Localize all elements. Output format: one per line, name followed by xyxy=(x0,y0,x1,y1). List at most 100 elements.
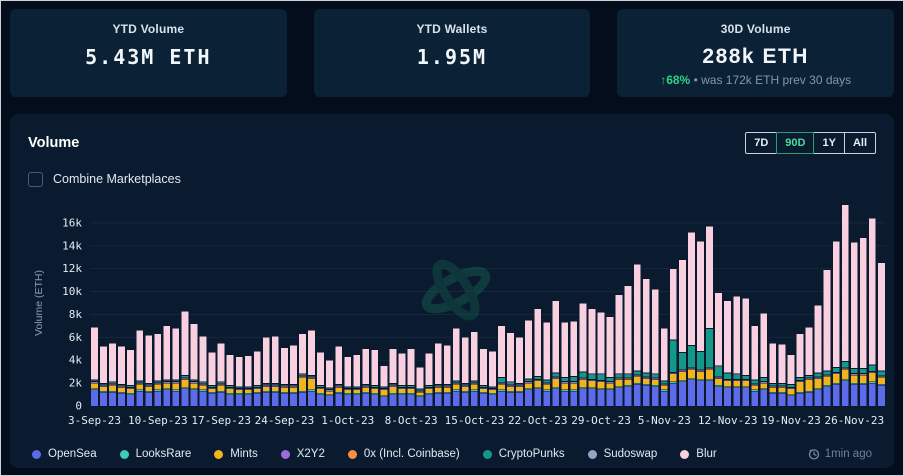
bar[interactable] xyxy=(841,204,850,407)
combine-marketplaces-checkbox[interactable] xyxy=(28,171,43,187)
bar[interactable] xyxy=(199,335,207,407)
range-button-all[interactable]: All xyxy=(843,132,876,154)
bar[interactable] xyxy=(135,330,144,407)
bar[interactable] xyxy=(244,355,253,407)
bar[interactable] xyxy=(171,327,180,407)
bar[interactable] xyxy=(759,313,768,407)
bar[interactable] xyxy=(642,278,651,407)
bar[interactable] xyxy=(144,334,153,407)
bar[interactable] xyxy=(877,262,886,407)
legend-item-x2y2[interactable]: X2Y2 xyxy=(280,448,325,460)
bar[interactable] xyxy=(750,325,759,407)
bar[interactable] xyxy=(714,292,723,407)
bar[interactable] xyxy=(660,327,669,407)
bar[interactable] xyxy=(181,310,189,407)
bar[interactable] xyxy=(253,350,262,407)
bar[interactable] xyxy=(162,325,171,407)
bar[interactable] xyxy=(497,325,506,407)
bar[interactable] xyxy=(768,342,777,407)
bar[interactable] xyxy=(579,302,587,407)
bar[interactable] xyxy=(416,366,424,407)
bar[interactable] xyxy=(461,337,470,407)
bar[interactable] xyxy=(380,365,388,407)
bar[interactable] xyxy=(108,342,117,407)
bar[interactable] xyxy=(732,295,741,407)
bar[interactable] xyxy=(479,348,488,407)
bar[interactable] xyxy=(126,349,135,407)
bar[interactable] xyxy=(787,354,795,407)
bar[interactable] xyxy=(370,349,379,407)
bar[interactable] xyxy=(488,350,497,407)
bar[interactable] xyxy=(524,319,533,407)
bar[interactable] xyxy=(153,333,162,407)
bar[interactable] xyxy=(696,240,705,407)
bar[interactable] xyxy=(624,285,632,407)
bar[interactable] xyxy=(343,356,352,407)
bar[interactable] xyxy=(597,311,605,407)
legend-item-cryptopunks[interactable]: CryptoPunks xyxy=(482,448,565,460)
bar[interactable] xyxy=(298,333,307,407)
bar[interactable] xyxy=(859,237,868,407)
legend-item-opensea[interactable]: OpenSea xyxy=(32,448,97,460)
bar[interactable] xyxy=(325,359,334,407)
legend-item-0x-incl-coinbase[interactable]: 0x (Incl. Coinbase) xyxy=(347,448,460,460)
range-button-1y[interactable]: 1Y xyxy=(813,132,845,154)
bar[interactable] xyxy=(569,321,578,407)
bar[interactable] xyxy=(506,332,515,407)
bar[interactable] xyxy=(723,300,732,407)
bar[interactable] xyxy=(425,353,433,407)
bar[interactable] xyxy=(316,351,325,407)
bar[interactable] xyxy=(615,294,623,407)
bar[interactable] xyxy=(407,348,415,407)
bar[interactable] xyxy=(90,326,99,407)
bar[interactable] xyxy=(796,333,804,407)
bar[interactable] xyxy=(235,356,244,407)
bar[interactable] xyxy=(588,308,596,407)
bar[interactable] xyxy=(823,269,831,407)
bar[interactable] xyxy=(533,308,542,407)
bar[interactable] xyxy=(334,346,343,407)
bar[interactable] xyxy=(217,342,225,407)
legend-item-sudoswap[interactable]: Sudoswap xyxy=(587,448,657,460)
range-button-90d[interactable]: 90D xyxy=(776,132,815,154)
bar[interactable] xyxy=(434,342,443,407)
range-button-7d[interactable]: 7D xyxy=(745,132,778,154)
bar[interactable] xyxy=(226,354,234,407)
bar[interactable] xyxy=(832,240,841,407)
bar[interactable] xyxy=(606,316,614,407)
bar[interactable] xyxy=(352,354,361,407)
bar[interactable] xyxy=(687,231,696,407)
bar[interactable] xyxy=(271,335,280,407)
legend-item-blur[interactable]: Blur xyxy=(680,448,717,460)
bar[interactable] xyxy=(280,347,289,407)
bar[interactable] xyxy=(741,298,750,407)
bar[interactable] xyxy=(99,346,108,407)
legend-item-mints[interactable]: Mints xyxy=(214,448,258,460)
bar[interactable] xyxy=(361,348,370,407)
bar[interactable] xyxy=(398,353,406,407)
bar[interactable] xyxy=(814,305,822,407)
bar[interactable] xyxy=(452,327,461,407)
bar[interactable] xyxy=(678,259,687,407)
bar[interactable] xyxy=(262,337,271,407)
bar[interactable] xyxy=(868,218,877,407)
bar[interactable] xyxy=(633,263,642,407)
bar[interactable] xyxy=(117,346,126,407)
bar[interactable] xyxy=(515,337,524,407)
bar[interactable] xyxy=(208,351,216,407)
bar[interactable] xyxy=(560,322,569,407)
bar[interactable] xyxy=(778,343,786,407)
bar[interactable] xyxy=(307,330,316,407)
bar[interactable] xyxy=(651,289,660,407)
bar[interactable] xyxy=(389,348,397,407)
bar[interactable] xyxy=(443,345,452,407)
bar[interactable] xyxy=(551,300,560,407)
bar[interactable] xyxy=(805,326,813,407)
bar[interactable] xyxy=(850,242,859,407)
bar[interactable] xyxy=(190,323,198,407)
legend-item-looksrare[interactable]: LooksRare xyxy=(119,448,191,460)
bar[interactable] xyxy=(705,226,714,407)
bar[interactable] xyxy=(470,331,479,407)
bar[interactable] xyxy=(289,345,298,407)
bar[interactable] xyxy=(542,322,551,407)
